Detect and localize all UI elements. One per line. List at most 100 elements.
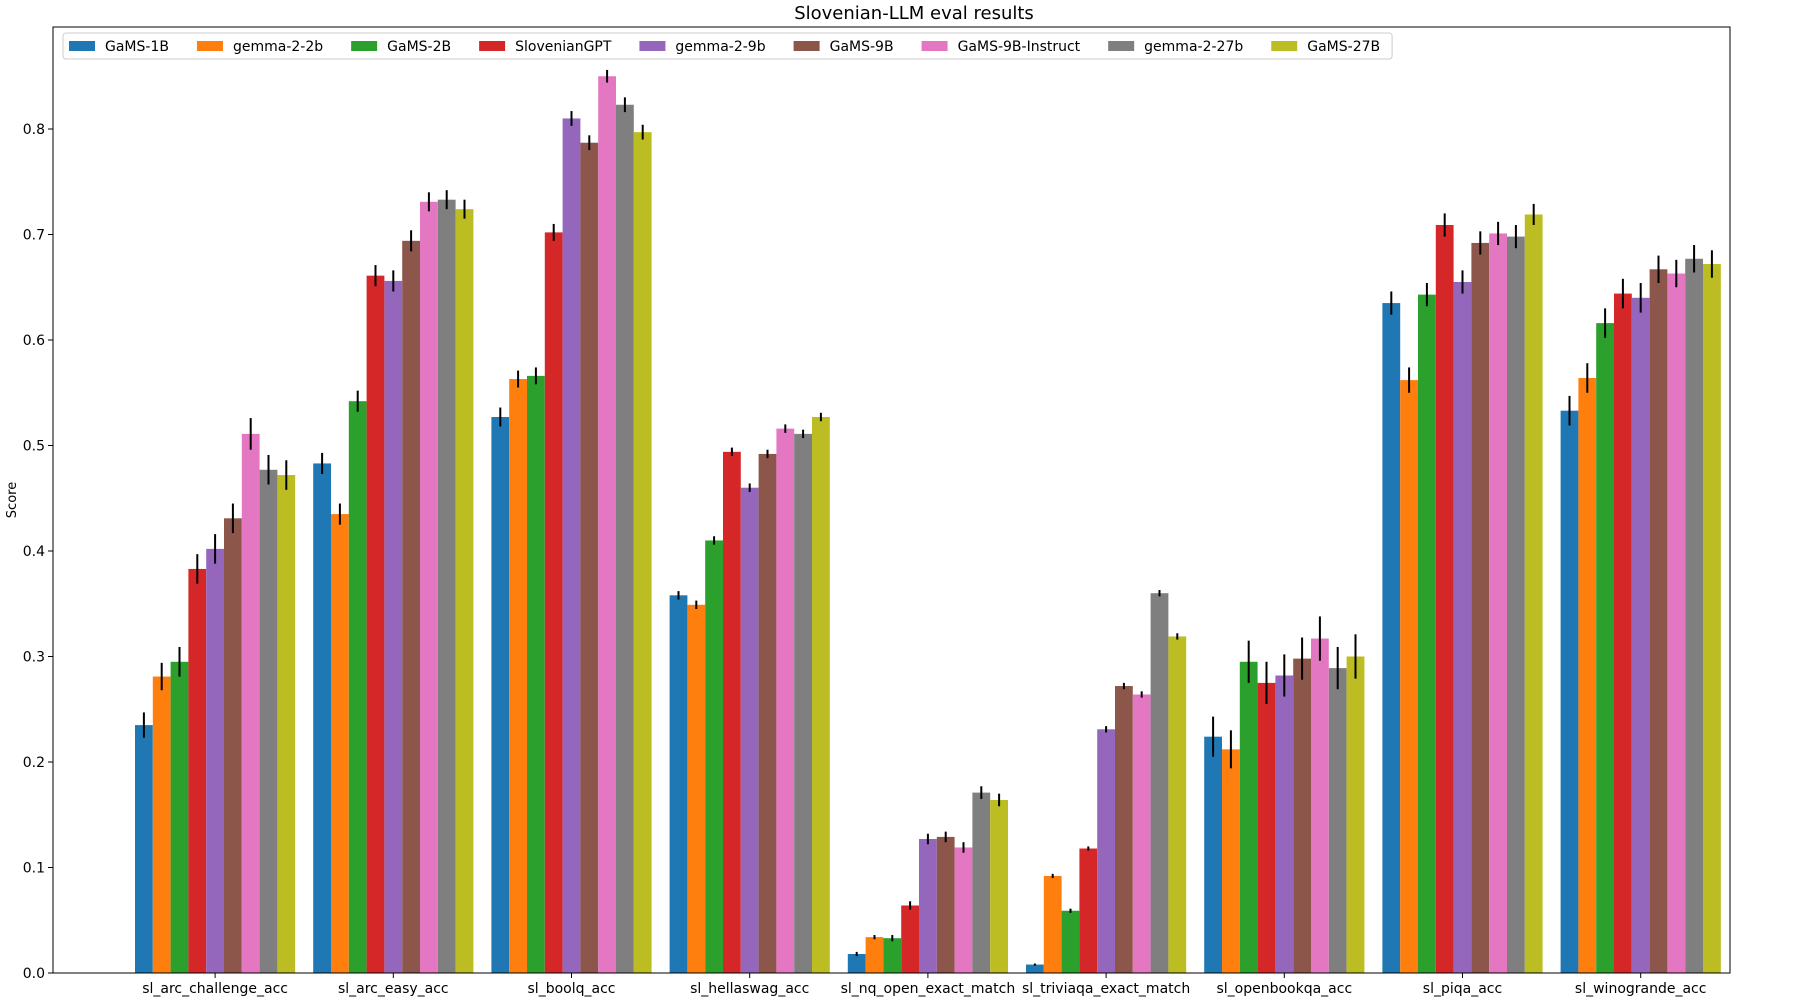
bar-GaMS-9B-sl_triviaqa_exact_match [1115,686,1133,973]
bar-GaMS-2B-sl_piqa_acc [1418,294,1436,973]
bar-gemma-2-2b-sl_openbookqa_acc [1222,749,1240,973]
bar-GaMS-9B-Instruct-sl_winogrande_acc [1667,273,1686,973]
legend-label-gemma-2-9b: gemma-2-9b [675,39,765,55]
bar-GaMS-1B-sl_arc_challenge_acc [135,725,153,973]
y-tick-label: 0.6 [23,333,45,349]
y-tick-label: 0.5 [23,439,45,455]
bar-gemma-2-9b-sl_boolq_acc [562,118,581,973]
legend-swatch-GaMS-1B [69,41,95,51]
bar-GaMS-9B-sl_openbookqa_acc [1293,658,1311,973]
bar-GaMS-2B-sl_boolq_acc [527,375,545,973]
bar-SlovenianGPT-sl_winogrande_acc [1614,293,1632,974]
legend-swatch-SlovenianGPT [479,41,506,51]
bar-gemma-2-27b-sl_hellaswag_acc [794,433,812,973]
legend-swatch-gemma-2-27b [1108,41,1135,51]
y-axis-label: Score [5,482,20,518]
legend-swatch-GaMS-2B [351,41,378,51]
y-tick-label: 0.8 [23,122,45,138]
bar-GaMS-9B-Instruct-sl_triviaqa_exact_match [1132,694,1151,973]
bar-GaMS-27B-sl_triviaqa_exact_match [1168,636,1187,973]
legend-label-GaMS-27B: GaMS-27B [1307,39,1380,55]
x-tick-label: sl_triviaqa_exact_match [1022,981,1190,997]
x-axis: sl_arc_challenge_acc sl_arc_easy_acc sl_bo… [142,973,1706,997]
chart-title: Slovenian-LLM eval results [794,3,1034,24]
bar-GaMS-1B-sl_openbookqa_acc [1204,736,1222,973]
legend-label-gemma-2-27b: gemma-2-27b [1144,39,1243,55]
x-tick-label: sl_nq_open_exact_match [841,981,1016,997]
bar-gemma-2-27b-sl_nq_open_exact_match [972,792,991,973]
legend-swatch-gemma-2-2b [196,41,223,51]
legend-label-GaMS-9B: GaMS-9B [830,39,894,55]
bar-GaMS-27B-sl_arc_challenge_acc [277,475,296,973]
bar-GaMS-9B-sl_hellaswag_acc [758,453,777,973]
bar-GaMS-27B-sl_openbookqa_acc [1346,656,1365,973]
error-bars-group [142,69,1713,966]
bar-gemma-2-27b-sl_arc_challenge_acc [259,469,278,973]
y-tick-label: 0.7 [23,228,45,244]
bar-GaMS-2B-sl_winogrande_acc [1596,323,1614,973]
legend: GaMS-1B gemma-2-2b GaMS-2B SlovenianGPT gemm… [62,32,1393,60]
bar-GaMS-27B-sl_arc_easy_acc [455,209,474,973]
bar-SlovenianGPT-sl_triviaqa_exact_match [1079,848,1098,973]
bar-gemma-2-2b-sl_winogrande_acc [1578,377,1597,974]
bar-GaMS-2B-sl_openbookqa_acc [1239,661,1258,973]
legend-label-GaMS-9B-Instruct: GaMS-9B-Instruct [958,39,1081,55]
bar-SlovenianGPT-sl_nq_open_exact_match [901,905,919,973]
bar-gemma-2-2b-sl_nq_open_exact_match [865,937,884,973]
bar-GaMS-27B-sl_nq_open_exact_match [990,799,1008,973]
bar-GaMS-9B-sl_piqa_acc [1471,242,1490,973]
bar-GaMS-9B-Instruct-sl_nq_open_exact_match [954,847,973,973]
bar-gemma-2-27b-sl_triviaqa_exact_match [1150,593,1169,973]
bar-GaMS-27B-sl_boolq_acc [633,132,652,973]
bar-gemma-2-9b-sl_triviaqa_exact_match [1097,729,1115,973]
x-tick-label: sl_arc_easy_acc [338,981,449,997]
bar-gemma-2-27b-sl_piqa_acc [1507,236,1525,974]
x-tick-label: sl_boolq_acc [528,981,616,997]
bar-SlovenianGPT-sl_piqa_acc [1435,225,1454,973]
bar-GaMS-1B-sl_piqa_acc [1382,303,1401,974]
bar-GaMS-2B-sl_arc_easy_acc [348,401,367,973]
y-tick-label: 0.0 [23,966,45,982]
bar-GaMS-2B-sl_triviaqa_exact_match [1061,910,1080,973]
bar-GaMS-27B-sl_hellaswag_acc [812,417,830,973]
legend-label-SlovenianGPT: SlovenianGPT [515,39,612,55]
bar-GaMS-1B-sl_boolq_acc [491,417,510,973]
bar-gemma-2-9b-sl_piqa_acc [1453,281,1472,974]
bar-gemma-2-9b-sl_arc_challenge_acc [206,548,224,973]
bar-GaMS-9B-sl_boolq_acc [580,142,599,973]
bar-GaMS-1B-sl_hellaswag_acc [669,595,688,973]
bar-SlovenianGPT-sl_arc_challenge_acc [188,568,207,973]
bar-gemma-2-2b-sl_arc_easy_acc [331,514,349,973]
y-tick-label: 0.3 [23,650,45,666]
x-tick-label: sl_piqa_acc [1423,981,1502,997]
bar-GaMS-1B-sl_nq_open_exact_match [847,954,866,973]
bar-gemma-2-2b-sl_hellaswag_acc [687,604,706,973]
bar-GaMS-27B-sl_winogrande_acc [1703,264,1721,973]
bar-GaMS-9B-Instruct-sl_boolq_acc [598,76,616,973]
bar-gemma-2-2b-sl_boolq_acc [509,379,527,973]
legend-swatch-gemma-2-9b [639,41,666,51]
bar-gemma-2-9b-sl_nq_open_exact_match [919,839,937,973]
bar-gemma-2-27b-sl_boolq_acc [616,104,634,974]
legend-swatch-GaMS-9B [793,41,820,51]
bar-GaMS-9B-Instruct-sl_openbookqa_acc [1311,638,1329,973]
y-tick-label: 0.1 [23,861,45,877]
legend-swatch-GaMS-27B [1271,41,1298,51]
bar-GaMS-1B-sl_triviaqa_exact_match [1026,964,1044,973]
bar-gemma-2-27b-sl_openbookqa_acc [1328,668,1347,973]
bar-gemma-2-2b-sl_arc_challenge_acc [152,676,171,973]
x-tick-label: sl_openbookqa_acc [1216,981,1352,997]
bar-gemma-2-27b-sl_arc_easy_acc [437,199,456,973]
bar-GaMS-9B-Instruct-sl_hellaswag_acc [776,428,795,973]
legend-label-GaMS-1B: GaMS-1B [105,39,169,55]
bar-GaMS-1B-sl_arc_easy_acc [313,463,331,973]
bar-GaMS-9B-sl_nq_open_exact_match [936,836,955,973]
legend-swatch-GaMS-9B-Instruct [921,41,948,51]
bar-gemma-2-9b-sl_openbookqa_acc [1275,675,1294,973]
x-tick-label: sl_winogrande_acc [1575,981,1707,997]
bar-gemma-2-9b-sl_hellaswag_acc [740,487,759,973]
x-tick-label: sl_hellaswag_acc [690,981,809,997]
plot-frame [52,26,1731,974]
bar-gemma-2-27b-sl_winogrande_acc [1685,258,1703,973]
bar-GaMS-2B-sl_nq_open_exact_match [883,938,902,973]
